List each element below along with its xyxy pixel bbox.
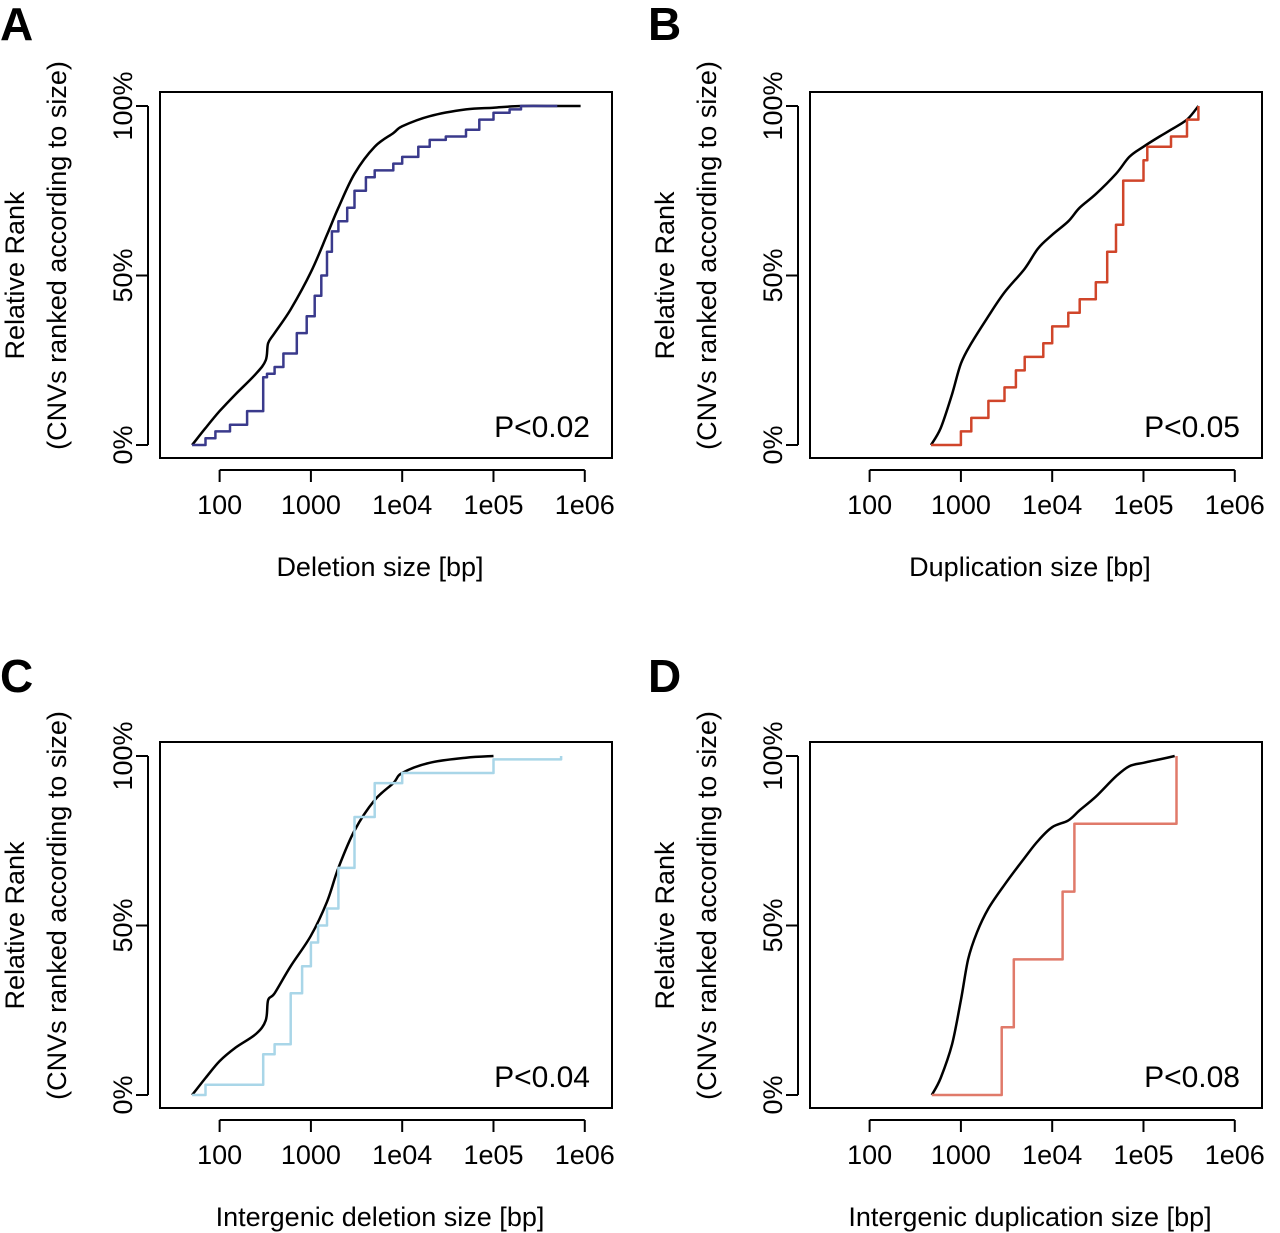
x-tick-label: 1e04 (1022, 1140, 1082, 1170)
y-axis-subtitle: (CNVs ranked according to size) (42, 61, 72, 450)
series-line-all (191, 754, 494, 1096)
x-axis-title: Deletion size [bp] (276, 552, 483, 582)
y-tick-label: 0% (108, 425, 138, 464)
y-tick-label: 100% (108, 721, 138, 790)
y-tick-label: 0% (108, 1075, 138, 1114)
y-axis-title: Relative Rank (650, 191, 680, 360)
x-tick-label: 1e04 (372, 1140, 432, 1170)
x-tick-label: 1e06 (1205, 1140, 1265, 1170)
plot-frame (809, 91, 1263, 459)
y-tick-label: 50% (758, 898, 788, 952)
x-tick-label: 1000 (281, 1140, 341, 1170)
x-tick-label: 1e04 (372, 490, 432, 520)
plot-frame (159, 741, 613, 1109)
plot-frame (809, 741, 1263, 1109)
y-axis-subtitle: (CNVs ranked according to size) (42, 711, 72, 1100)
y-tick-label: 50% (108, 248, 138, 302)
y-axis-subtitle: (CNVs ranked according to size) (692, 711, 722, 1100)
panel-c: C 0% 50% 100% 100 1000 1e04 1e05 1e06 Intergenic … (0, 650, 615, 1232)
x-tick-label: 1e05 (463, 1140, 523, 1170)
y-tick-label: 50% (108, 898, 138, 952)
plot-frame (159, 91, 613, 459)
series-line-all (929, 105, 1200, 446)
x-tick-label: 1000 (281, 490, 341, 520)
x-axis-title: Duplication size [bp] (909, 552, 1151, 582)
p-value-annotation: P<0.05 (1144, 411, 1240, 444)
y-axis-title: Relative Rank (0, 841, 30, 1010)
panel-d: D 0% 50% 100% 100 1000 1e04 1e05 1e06 Intergenic … (648, 650, 1265, 1232)
panel-b: B 0% 50% 100% 100 1000 1e04 1e05 1e06 Duplication… (648, 0, 1265, 582)
panel-a: A 0% 50% 100% 100 1000 1e04 1e05 1e06 Deletion si… (0, 0, 615, 582)
series-line-subset (931, 756, 1178, 1097)
x-tick-label: 1e06 (555, 1140, 615, 1170)
x-tick-label: 1e06 (555, 490, 615, 520)
y-tick-label: 100% (758, 71, 788, 140)
x-tick-label: 100 (197, 1140, 242, 1170)
x-tick-label: 1e05 (1113, 1140, 1173, 1170)
x-tick-label: 100 (197, 490, 242, 520)
series-line-subset (192, 756, 563, 1097)
x-tick-label: 1e05 (463, 490, 523, 520)
x-tick-label: 100 (847, 490, 892, 520)
panel-letter: C (0, 650, 33, 702)
p-value-annotation: P<0.02 (494, 411, 590, 444)
y-tick-label: 100% (108, 71, 138, 140)
y-tick-label: 50% (758, 248, 788, 302)
panel-letter: B (648, 0, 681, 50)
y-axis-subtitle: (CNVs ranked according to size) (692, 61, 722, 450)
series-line-subset (931, 106, 1200, 447)
p-value-annotation: P<0.08 (1144, 1061, 1240, 1094)
y-axis-title: Relative Rank (0, 191, 30, 360)
y-tick-label: 100% (758, 721, 788, 790)
x-tick-label: 1e04 (1022, 490, 1082, 520)
x-tick-label: 1e06 (1205, 490, 1265, 520)
x-tick-label: 1e05 (1113, 490, 1173, 520)
p-value-annotation: P<0.04 (494, 1061, 590, 1094)
y-axis-title: Relative Rank (650, 841, 680, 1010)
series-line-all (930, 754, 1175, 1096)
y-tick-label: 0% (758, 1075, 788, 1114)
panel-letter: D (648, 650, 681, 702)
series-line-all (191, 104, 581, 446)
x-tick-label: 1000 (931, 1140, 991, 1170)
x-tick-label: 1000 (931, 490, 991, 520)
x-axis-title: Intergenic deletion size [bp] (216, 1202, 545, 1232)
y-tick-label: 0% (758, 425, 788, 464)
panel-letter: A (0, 0, 33, 50)
series-line-subset (192, 104, 558, 447)
x-axis-title: Intergenic duplication size [bp] (848, 1202, 1211, 1232)
x-tick-label: 100 (847, 1140, 892, 1170)
